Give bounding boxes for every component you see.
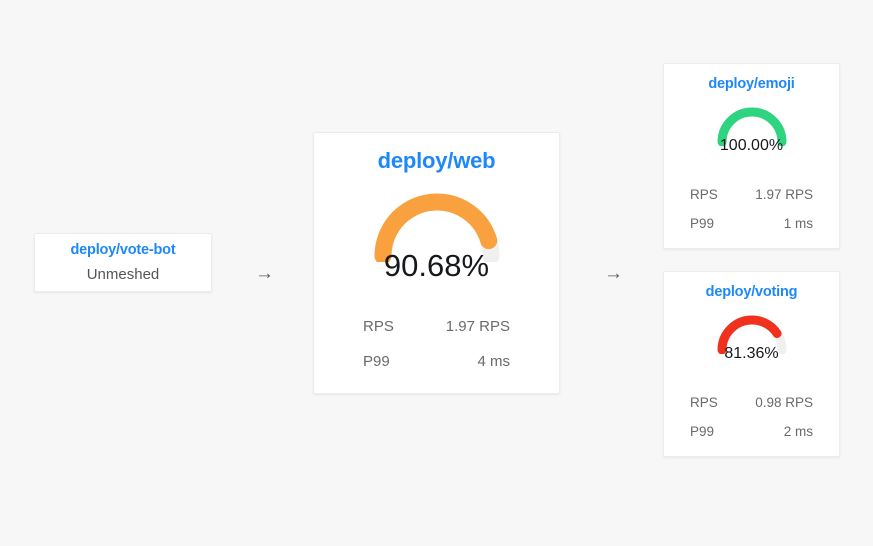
node-card-voting[interactable]: deploy/voting 81.36% RPS 0.98 RPS P99 2 … — [663, 271, 840, 457]
metric-value-rps: 1.97 RPS — [755, 187, 813, 202]
node-status-unmeshed: Unmeshed — [86, 265, 160, 283]
node-title-voting: deploy/voting — [705, 284, 798, 300]
metric-row-rps: RPS 1.97 RPS — [314, 309, 559, 344]
gauge-emoji: 100.00% — [664, 104, 839, 154]
metric-label-rps: RPS — [690, 395, 718, 410]
gauge-web: 90.68% — [314, 188, 559, 281]
metric-row-rps: RPS 0.98 RPS — [664, 388, 839, 417]
gauge-voting: 81.36% — [664, 312, 839, 362]
gauge-arc-voting — [717, 315, 786, 354]
gauge-value-web: 90.68% — [383, 248, 490, 283]
metrics-voting: RPS 0.98 RPS P99 2 ms — [664, 388, 839, 456]
gauge-value-emoji: 100.00% — [719, 136, 784, 154]
gauge-fill-web — [374, 193, 499, 262]
node-card-web[interactable]: deploy/web 90.68% RPS 1.97 RPS P99 4 ms — [313, 132, 560, 394]
metric-label-p99: P99 — [690, 424, 715, 439]
gauge-value-voting: 81.36% — [724, 344, 779, 362]
gauge-fill-emoji — [717, 107, 786, 146]
metric-row-rps: RPS 1.97 RPS — [664, 180, 839, 209]
metric-label-p99: P99 — [363, 353, 390, 370]
node-title-web: deploy/web — [377, 148, 496, 173]
gauge-arc-web — [374, 193, 499, 262]
metric-row-p99: P99 4 ms — [314, 344, 559, 379]
node-card-vote-bot[interactable]: deploy/vote-bot Unmeshed — [34, 233, 212, 292]
metric-value-p99: 4 ms — [477, 353, 510, 370]
node-title-emoji: deploy/emoji — [708, 76, 795, 92]
metric-label-rps: RPS — [690, 187, 718, 202]
metric-row-p99: P99 2 ms — [664, 417, 839, 446]
metric-label-p99: P99 — [690, 216, 715, 231]
metric-value-rps: 0.98 RPS — [755, 395, 813, 410]
metric-value-p99: 1 ms — [783, 216, 813, 231]
arrow-right-icon: → — [255, 263, 274, 284]
gauge-fill-voting — [717, 315, 786, 354]
metric-value-p99: 2 ms — [783, 424, 813, 439]
node-title-vote-bot: deploy/vote-bot — [70, 242, 176, 259]
metrics-web: RPS 1.97 RPS P99 4 ms — [314, 309, 559, 393]
metrics-emoji: RPS 1.97 RPS P99 1 ms — [664, 180, 839, 248]
metric-value-rps: 1.97 RPS — [445, 318, 510, 335]
gauge-arc-emoji — [717, 107, 786, 146]
arrow-right-icon: → — [604, 263, 623, 284]
node-card-emoji[interactable]: deploy/emoji 100.00% RPS 1.97 RPS P99 1 … — [663, 63, 840, 249]
metric-label-rps: RPS — [363, 318, 394, 335]
metric-row-p99: P99 1 ms — [664, 209, 839, 238]
